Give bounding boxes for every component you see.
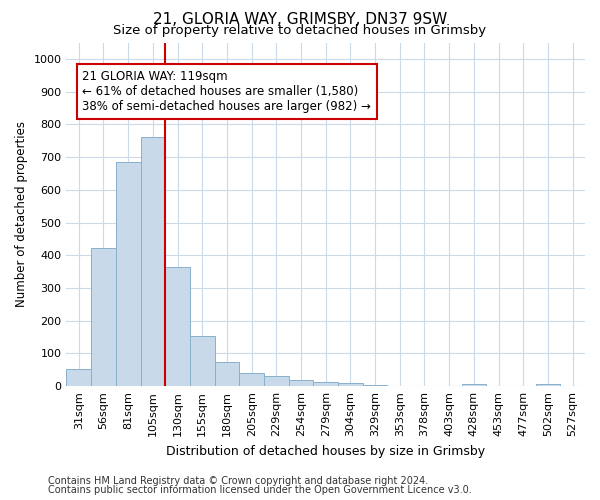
Bar <box>116 162 140 386</box>
Text: 21 GLORIA WAY: 119sqm
← 61% of detached houses are smaller (1,580)
38% of semi-d: 21 GLORIA WAY: 119sqm ← 61% of detached … <box>82 70 371 114</box>
Bar <box>140 138 165 386</box>
Bar <box>313 382 338 386</box>
Text: Contains HM Land Registry data © Crown copyright and database right 2024.: Contains HM Land Registry data © Crown c… <box>48 476 428 486</box>
Text: Contains public sector information licensed under the Open Government Licence v3: Contains public sector information licen… <box>48 485 472 495</box>
Bar <box>165 268 190 386</box>
Bar <box>190 336 215 386</box>
X-axis label: Distribution of detached houses by size in Grimsby: Distribution of detached houses by size … <box>166 444 485 458</box>
Y-axis label: Number of detached properties: Number of detached properties <box>15 122 28 308</box>
Bar <box>363 384 388 386</box>
Bar <box>289 380 313 386</box>
Bar <box>239 373 264 386</box>
Bar <box>338 383 363 386</box>
Bar <box>461 384 486 386</box>
Bar <box>536 384 560 386</box>
Text: 21, GLORIA WAY, GRIMSBY, DN37 9SW: 21, GLORIA WAY, GRIMSBY, DN37 9SW <box>153 12 447 28</box>
Bar <box>91 248 116 386</box>
Bar <box>67 369 91 386</box>
Bar <box>215 362 239 386</box>
Text: Size of property relative to detached houses in Grimsby: Size of property relative to detached ho… <box>113 24 487 37</box>
Bar <box>264 376 289 386</box>
